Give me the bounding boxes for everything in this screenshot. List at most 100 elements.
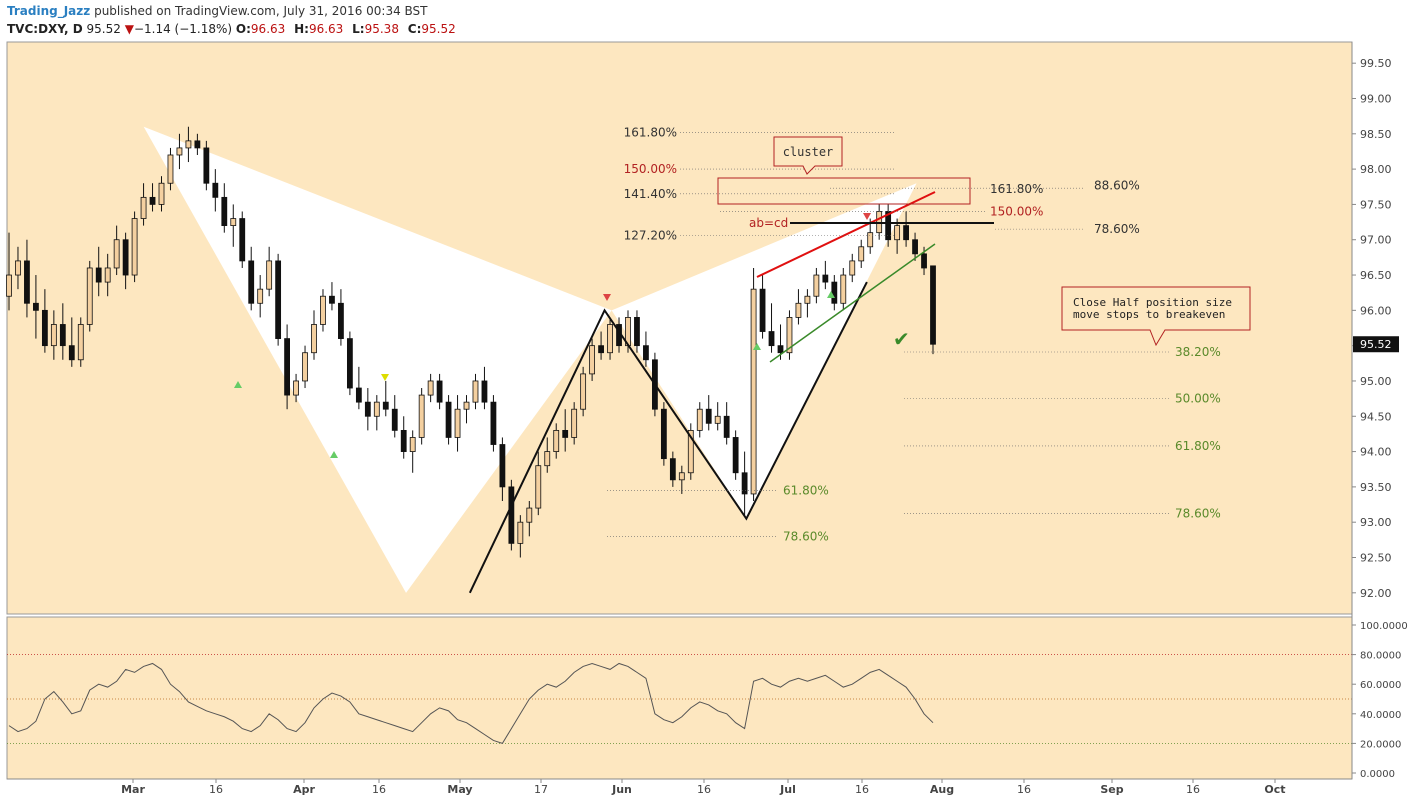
candle-body	[759, 288, 766, 332]
fib-label: 78.60%	[1175, 507, 1221, 521]
candle-body	[391, 408, 398, 431]
price-pane[interactable]	[6, 41, 1353, 615]
candle-body	[598, 345, 604, 354]
rsi-pane[interactable]	[6, 616, 1353, 780]
fib-label: 78.60%	[783, 529, 829, 543]
rsi-pane-bg	[6, 616, 1353, 780]
rsi-tick-label: 80.0000	[1360, 651, 1401, 662]
candle-body	[463, 401, 470, 410]
down-arrow-icon: ▼	[124, 22, 134, 36]
candle-body	[158, 182, 165, 205]
candle-body	[338, 302, 344, 339]
candle-body	[113, 239, 120, 269]
signal-down-icon	[381, 374, 389, 381]
candle-body	[786, 317, 793, 354]
signal-up-icon	[827, 291, 835, 298]
time-tick-label: 16	[1186, 783, 1200, 796]
fib-label: 38.20%	[1175, 345, 1221, 359]
candle-body	[840, 274, 847, 304]
rsi-tick-label: 0.0000	[1360, 769, 1395, 780]
rsi-tick-label: 40.0000	[1360, 710, 1401, 721]
candle-body	[454, 408, 461, 438]
time-tick-label: 16	[855, 783, 869, 796]
time-tick-label: 16	[1017, 783, 1031, 796]
fib-label: 141.40%	[624, 187, 677, 201]
time-tick-label: May	[447, 783, 472, 796]
checkmark-icon: ✔	[893, 327, 910, 351]
close-label: C:	[407, 22, 422, 36]
candle-body	[41, 309, 48, 347]
low-value: 95.38	[364, 22, 399, 36]
candle-body	[921, 253, 927, 269]
time-tick-label: Jun	[611, 783, 632, 796]
time-tick-label: Sep	[1100, 783, 1123, 796]
high-value: 96.63	[308, 22, 344, 36]
note-callout	[1061, 286, 1251, 347]
change-value: −1.14 (−1.18%)	[133, 22, 233, 36]
publish-line: Trading_Jazz published on TradingView.co…	[7, 4, 428, 18]
time-tick-label: Apr	[293, 783, 315, 796]
candle-body	[705, 408, 712, 424]
candle-body	[68, 345, 75, 361]
candle-body	[562, 429, 569, 438]
rsi-tick-label: 20.0000	[1360, 739, 1401, 750]
candle-body	[248, 260, 255, 304]
price-tick-label: 92.00	[1360, 587, 1392, 600]
candle-body	[508, 486, 515, 544]
cluster-callout	[773, 136, 843, 175]
candle-body	[472, 380, 479, 403]
price-tick-label: 94.00	[1360, 446, 1392, 459]
candle-body	[867, 232, 874, 248]
cluster-label: cluster	[783, 145, 834, 159]
time-tick-label: 16	[209, 783, 223, 796]
candle-body	[194, 140, 201, 149]
pattern-xab	[143, 126, 612, 593]
candle-body	[364, 401, 371, 417]
axes: 92.0092.5093.0093.5094.0094.5095.0095.50…	[7, 42, 1413, 796]
candle-body	[930, 265, 936, 345]
candle-body	[346, 338, 353, 389]
candle-body	[445, 401, 452, 438]
pattern-bcd	[611, 183, 917, 519]
price-tick-label: 95.00	[1360, 375, 1392, 388]
cluster-box	[717, 177, 971, 205]
candle-body	[95, 267, 102, 283]
harmonic-zigzag	[468, 281, 868, 594]
candle-body	[858, 246, 865, 262]
high-label: H:	[294, 22, 309, 36]
rising-wedge-bottom	[769, 243, 936, 363]
candle-body	[526, 507, 533, 523]
candle-body	[544, 451, 551, 467]
candle-body	[239, 218, 246, 262]
price-tick-label: 97.50	[1360, 198, 1392, 211]
candle-body	[768, 331, 775, 347]
rsi-line	[8, 662, 934, 744]
annotations: 161.80% 150.00% 141.40% 127.20% 161.80% 88.60…	[607, 125, 1251, 543]
candle-body	[77, 324, 84, 361]
candle-body	[275, 260, 282, 339]
candle-body	[257, 288, 264, 304]
fib-label: 78.60%	[1094, 222, 1140, 236]
fib-label: 150.00%	[624, 162, 677, 176]
symbol-label[interactable]: TVC:DXY, D	[7, 22, 83, 36]
candle-body	[831, 281, 838, 304]
time-tick-label: Aug	[930, 783, 954, 796]
candle-body	[813, 274, 820, 297]
candle-body	[400, 429, 407, 452]
signal-up-icon	[330, 451, 338, 458]
candle-body	[634, 317, 640, 347]
price-tick-label: 99.50	[1360, 57, 1392, 70]
candle-body	[607, 324, 613, 354]
fib-label: 88.60%	[1094, 178, 1140, 192]
fib-label: 127.20%	[624, 228, 677, 242]
candle-body	[580, 373, 587, 410]
candle-body	[293, 380, 299, 396]
candle-body	[777, 345, 784, 354]
price-tick-label: 94.50	[1360, 410, 1392, 423]
candle-body	[732, 437, 739, 474]
candle-body	[167, 154, 174, 184]
candle-body	[490, 401, 497, 445]
candle-body	[660, 408, 667, 460]
author-link[interactable]: Trading_Jazz	[7, 4, 91, 18]
